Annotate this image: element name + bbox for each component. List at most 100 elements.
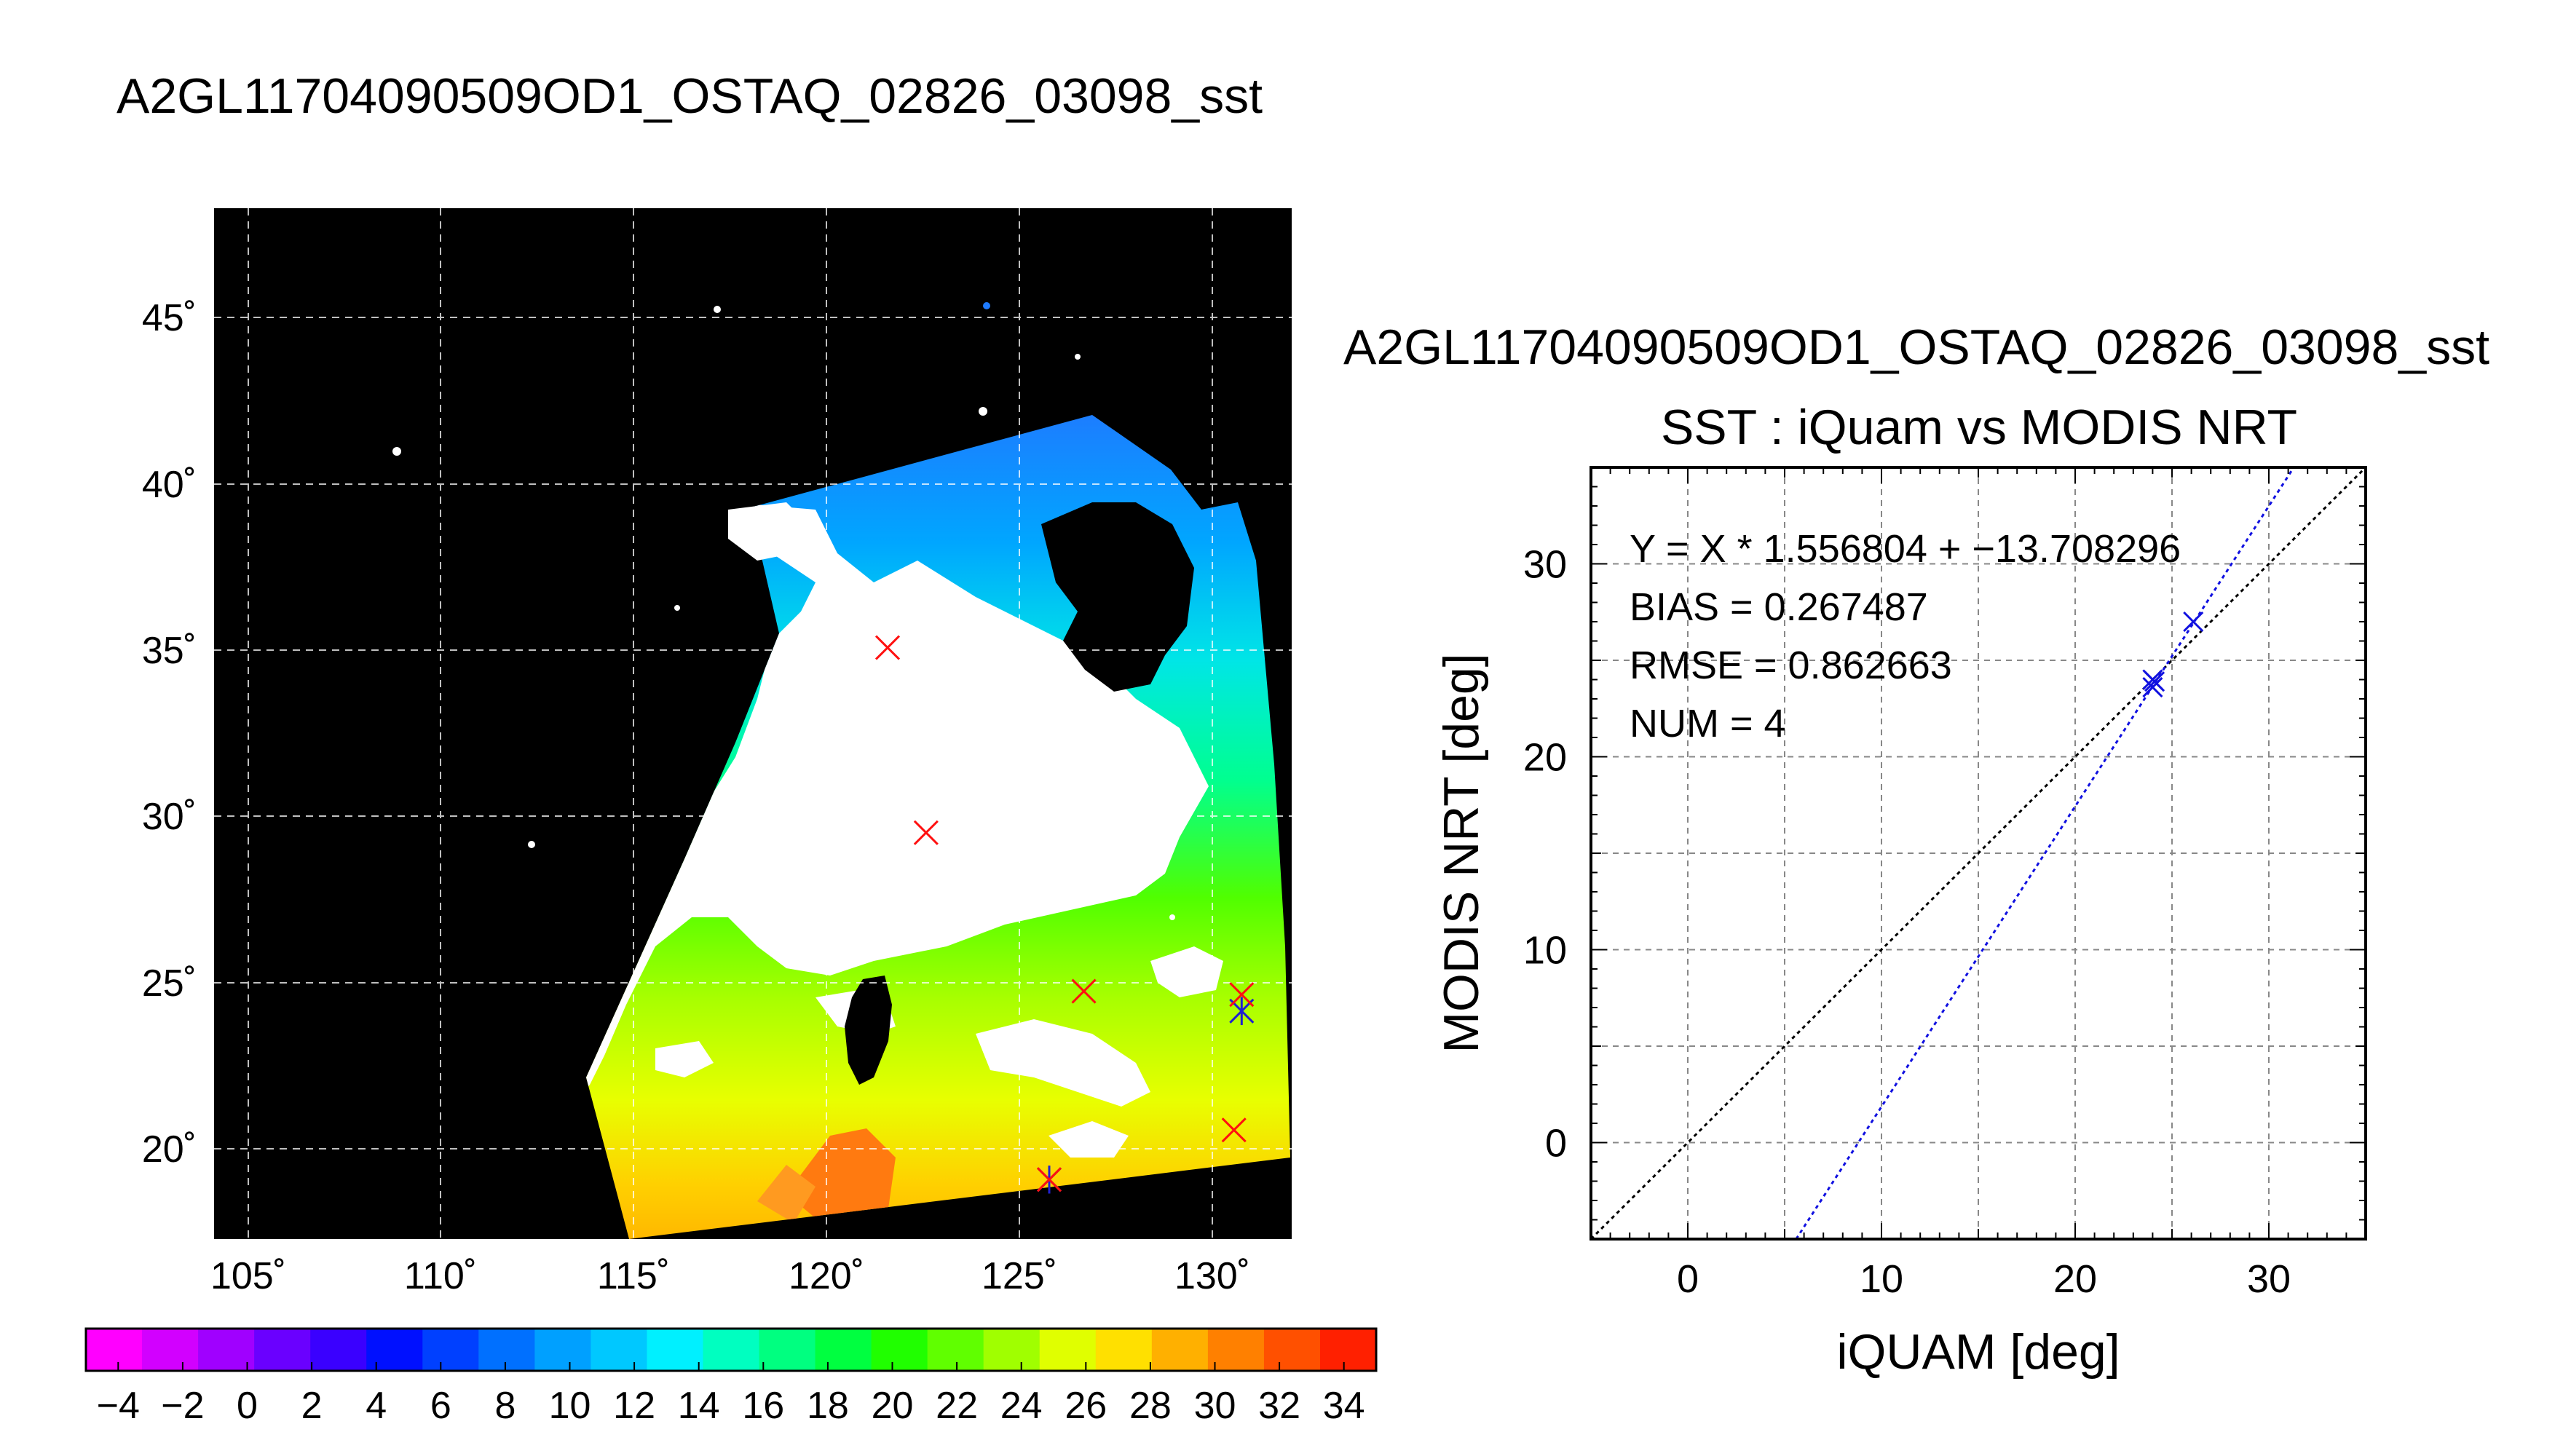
colorbar-label-18: 32 [1258, 1385, 1300, 1427]
land-cloud-mask [586, 502, 1209, 1107]
map-matchup-x-1 [913, 820, 939, 845]
colorbar-bin-12 [759, 1329, 816, 1371]
colorbar-bin-6 [422, 1329, 479, 1371]
colorbar-bin-21 [1263, 1329, 1321, 1371]
colorbar-bin-16 [983, 1329, 1040, 1371]
scatter-points [2142, 611, 2204, 698]
scatter-point-0-stroke-b [2183, 611, 2204, 633]
map-matchup-x-0 [874, 635, 901, 660]
scatter-point-3 [2144, 671, 2165, 692]
lon-tick-125: 125˚ [982, 1255, 1057, 1297]
x-tick-label-0: 0 [1677, 1257, 1699, 1301]
y-tick-label-30: 30 [1523, 543, 1567, 587]
y-tick-label-10: 10 [1523, 929, 1567, 973]
map-matchup-x-4 [1221, 1117, 1247, 1143]
colorbar-label-10: 16 [742, 1385, 784, 1427]
map-matchup-x-3-stroke-b [1229, 982, 1255, 1008]
colorbar [86, 1329, 1377, 1371]
lon-tick-110: 110˚ [404, 1255, 477, 1297]
map-markers [874, 635, 1255, 1194]
map-matchup-x-2 [1071, 978, 1097, 1004]
y-tick-label-0: 0 [1545, 1122, 1567, 1166]
colorbar-label-15: 26 [1065, 1385, 1107, 1427]
colorbar-bin-19 [1151, 1329, 1209, 1371]
scatter-point-0 [2183, 611, 2204, 633]
scatter-lines [1590, 466, 2367, 1241]
taiwan-land [845, 976, 892, 1085]
lat-tick-40: 40˚ [142, 464, 197, 506]
num-label: NUM = 4 [1630, 702, 1786, 745]
colorbar-label-19: 34 [1323, 1385, 1365, 1427]
lon-tick-130: 130˚ [1174, 1255, 1250, 1297]
lon-tick-120: 120˚ [789, 1255, 864, 1297]
colorbar-bin-18 [1095, 1329, 1153, 1371]
colorbar-label-1: −2 [161, 1385, 204, 1427]
colorbar-bin-22 [1319, 1329, 1377, 1371]
colorbar-label-3: 2 [301, 1385, 323, 1427]
colorbar-label-17: 30 [1194, 1385, 1236, 1427]
colorbar-bin-0 [86, 1329, 143, 1371]
lat-tick-30: 30˚ [142, 796, 197, 838]
scatter-point-2 [2142, 677, 2163, 698]
map-matchup-x-4-stroke-b [1221, 1117, 1247, 1143]
identity-line [1590, 466, 2367, 1241]
colorbar-bin-10 [647, 1329, 704, 1371]
colorbar-label-4: 4 [366, 1385, 387, 1427]
lon-tick-115: 115˚ [597, 1255, 670, 1297]
map-matchup-x-3 [1229, 982, 1255, 1008]
map-matchup-x-5 [1036, 1167, 1062, 1192]
colorbar-labels: −4 −2 0 2 4 6 8 10 12 14 16 18 20 22 24 26 28 30 32 34 [97, 1362, 1365, 1427]
colorbar-label-5: 6 [430, 1385, 451, 1427]
colorbar-label-7: 10 [549, 1385, 591, 1427]
scatter-frame [1590, 466, 2367, 1241]
scatter-title: SST : iQuam vs MODIS NRT [1661, 400, 2297, 455]
map-title: A2GL11704090509OD1_OSTAQ_02826_03098_sst [117, 68, 1263, 124]
colorbar-bin-9 [591, 1329, 648, 1371]
fit-equation: Y = X * 1.556804 + −13.708296 [1630, 527, 2181, 571]
colorbar-label-11: 18 [807, 1385, 849, 1427]
colorbar-bin-2 [198, 1329, 255, 1371]
colorbar-frame [84, 1327, 1378, 1372]
x-axis-label: iQUAM [deg] [1836, 1324, 2120, 1380]
lat-tick-35: 35˚ [142, 630, 197, 672]
colorbar-bin-13 [815, 1329, 872, 1371]
scatter-suptitle: A2GL11704090509OD1_OSTAQ_02826_03098_sst [1343, 320, 2489, 375]
colorbar-bin-20 [1207, 1329, 1265, 1371]
colorbar-label-9: 14 [678, 1385, 720, 1427]
scatter-point-3-stroke-b [2144, 671, 2165, 692]
korea-land [1041, 502, 1194, 692]
bias-label: BIAS = 0.267487 [1630, 585, 1928, 629]
scatter-point-2-stroke-b [2142, 677, 2163, 698]
lat-tick-25: 25˚ [142, 962, 197, 1005]
colorbar-bin-7 [478, 1329, 535, 1371]
colorbar-bin-11 [703, 1329, 760, 1371]
colorbar-label-13: 22 [936, 1385, 978, 1427]
colorbar-bin-4 [310, 1329, 367, 1371]
x-tick-label-20: 20 [2053, 1257, 2097, 1301]
colorbar-bin-14 [871, 1329, 928, 1371]
map-gridlines [214, 208, 1292, 1239]
colorbar-bin-1 [142, 1329, 199, 1371]
lat-tick-20: 20˚ [142, 1128, 197, 1171]
rmse-label: RMSE = 0.862663 [1630, 644, 1952, 687]
x-tick-label-10: 10 [1860, 1257, 1903, 1301]
lat-tick-45: 45˚ [142, 297, 197, 339]
x-tick-label-30: 30 [2247, 1257, 2291, 1301]
colorbar-bin-17 [1039, 1329, 1097, 1371]
lon-tick-105: 105˚ [210, 1255, 286, 1297]
colorbar-label-12: 20 [872, 1385, 914, 1427]
y-axis-label: MODIS NRT [deg] [1434, 653, 1489, 1053]
colorbar-label-14: 24 [1000, 1385, 1043, 1427]
colorbar-bin-15 [927, 1329, 984, 1371]
colorbar-bin-5 [366, 1329, 423, 1371]
colorbar-label-16: 28 [1129, 1385, 1172, 1427]
colorbar-label-2: 0 [237, 1385, 258, 1427]
map-matchup-x-5-stroke-b [1036, 1167, 1062, 1192]
map-matchup-x-0-stroke-b [874, 635, 901, 660]
colorbar-label-8: 12 [613, 1385, 655, 1427]
colorbar-bin-3 [254, 1329, 311, 1371]
colorbar-bin-8 [534, 1329, 591, 1371]
colorbar-label-6: 8 [494, 1385, 516, 1427]
